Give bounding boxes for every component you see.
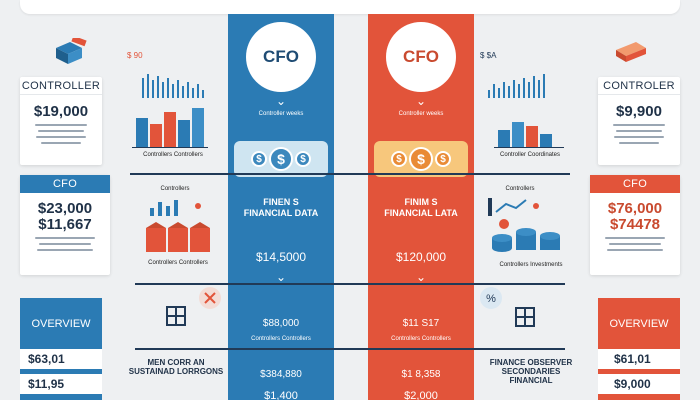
overview-value-row: $61,01: [598, 349, 680, 369]
mid-text-line: FINANCE OBSERVER: [489, 358, 573, 367]
red-bottom-value-2: $1 8,358: [401, 369, 441, 380]
overview-value-row: $9,000: [598, 374, 680, 394]
text-lines: [20, 124, 102, 144]
overview-header: OVERVIEW: [31, 318, 91, 330]
divider-line: [130, 173, 570, 175]
text-lines: [598, 124, 680, 144]
red-bottom-value-3: $2,000: [404, 390, 438, 400]
chart-caption: Controllers Controllers: [143, 152, 203, 158]
blue-bottom-value-2: $384,880: [260, 369, 302, 380]
red-value: $120,000: [395, 250, 447, 264]
cfo-column-red: CFO ⌄ Controller weeks $ $ $ FINIM S FIN…: [368, 14, 474, 400]
red-bottom-caption: Controllers Controllers: [391, 336, 451, 342]
folders-icon: [144, 222, 214, 254]
controller-card-left: CONTROLLER $19,000: [20, 77, 102, 165]
divider-line: [135, 348, 565, 350]
small-label: Controllers: [160, 186, 190, 192]
small-value: $ 90: [127, 51, 143, 60]
card-amount: $9,900: [616, 103, 662, 120]
dollar-icon: $: [295, 151, 311, 167]
mid-text-line: SECONDARIES FINANCIAL: [501, 367, 561, 385]
card-header: CFO: [20, 175, 110, 193]
overview-value: $61,01: [614, 352, 651, 366]
cfo-card-right: CFO $76,000 $74478: [590, 175, 680, 275]
overview-value: $11,95: [28, 377, 65, 391]
blue-heading: FINEN S FINANCIAL DATA: [243, 197, 319, 218]
card-amount: $19,000: [33, 103, 89, 120]
cfo-badge-blue: CFO: [246, 22, 316, 92]
card-header: CFO: [590, 175, 680, 193]
card-amount: $76,000: [607, 200, 663, 217]
cfo-card-left: CFO $23,000 $11,667: [20, 175, 110, 275]
blue-tagline: Controller weeks: [258, 111, 304, 117]
bar-chart-icon: [486, 70, 556, 98]
top-bar: [20, 0, 680, 14]
mid-text-line: SUSTAINAD LORRGONS: [128, 367, 224, 376]
chevron-down-icon: ⌄: [415, 94, 427, 108]
dollar-icon: $: [391, 151, 407, 167]
chevron-down-icon: ⌄: [275, 94, 287, 108]
card-amount: $23,000: [37, 200, 93, 217]
blue-bottom-value: $88,000: [262, 318, 300, 329]
chart-caption: Controllers Investments: [499, 262, 563, 268]
dollar-icon: $: [409, 147, 433, 171]
blue-bottom-value-3: $1,400: [264, 390, 298, 400]
money-bill-icon: $ $ $: [234, 141, 328, 177]
mid-text-right: FINANCE OBSERVER SECONDARIES FINANCIAL: [482, 358, 580, 385]
blue-value: $14,5000: [255, 250, 307, 264]
red-tagline: Controller weeks: [398, 111, 444, 117]
mid-text-left: MEN CORR AN SUSTAINAD LORRGONS: [128, 358, 224, 376]
window-icon: [165, 305, 187, 327]
box-icon: [52, 38, 88, 64]
chevron-down-icon: ⌄: [415, 270, 427, 284]
red-heading: FINIM S FINANCIAL LATA: [384, 197, 458, 218]
chart-caption: Controllers Controllers: [148, 260, 208, 266]
controller-card-right: CONTROLER $9,900: [598, 77, 680, 165]
chart-mini-icon: [148, 196, 208, 216]
small-label: Controllers: [505, 186, 535, 192]
text-lines: [590, 237, 680, 251]
coins-stack-icon: [490, 218, 566, 256]
buildings-icon: [132, 104, 208, 148]
divider-line: [135, 283, 565, 285]
card-header: CONTROLLER: [20, 77, 102, 95]
small-value: $ $A: [480, 51, 497, 60]
overview-value-row: $11,95: [20, 374, 102, 394]
mid-text-line: MEN CORR AN: [147, 358, 205, 367]
overview-header: OVERVIEW: [609, 318, 669, 330]
card-amount: $11,667: [38, 216, 92, 233]
bar-chart-icon: [140, 70, 210, 98]
card-header: CONTROLER: [598, 77, 680, 95]
cfo-column-blue: CFO ⌄ Controller weeks $ $ $ FINEN S FIN…: [228, 14, 334, 400]
window-icon: [514, 306, 536, 328]
brick-icon: [614, 38, 648, 64]
buildings-icon: [494, 114, 564, 148]
chart-caption: Controller Coordinates: [499, 152, 561, 158]
dollar-icon: $: [435, 151, 451, 167]
dollar-icon: $: [251, 151, 267, 167]
cfo-badge-red: CFO: [386, 22, 456, 92]
money-bill-icon: $ $ $: [374, 141, 468, 177]
red-bottom-value: $11 S17: [402, 318, 440, 329]
dollar-icon: $: [269, 147, 293, 171]
text-lines: [20, 237, 110, 251]
card-amount: $74478: [609, 216, 661, 233]
chevron-down-icon: ⌄: [275, 270, 287, 284]
svg-text:%: %: [486, 293, 496, 305]
overview-value: $9,000: [614, 377, 651, 391]
chart-mini-icon: [486, 194, 546, 218]
overview-value: $63,01: [28, 352, 65, 366]
overview-value-row: $63,01: [20, 349, 102, 369]
close-icon: [198, 286, 222, 310]
percent-icon: %: [478, 286, 504, 310]
blue-bottom-caption: Controllers Controllers: [251, 336, 311, 342]
